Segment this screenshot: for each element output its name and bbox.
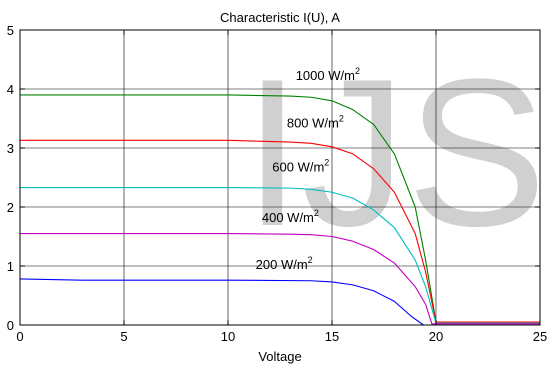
y-tick-label-3: 3 — [7, 141, 14, 156]
chart-title: Characteristic I(U), A — [220, 10, 340, 25]
x-ticks: 0 5 10 15 20 25 — [16, 30, 547, 344]
series-label-2: 600 W/m2 — [272, 158, 329, 175]
y-tick-label-4: 4 — [7, 82, 14, 97]
x-tick-label-0: 0 — [16, 329, 23, 344]
series-label-text: 1000 W/m — [296, 68, 355, 83]
series-line-1 — [20, 139, 540, 323]
series-lines — [19, 94, 540, 326]
watermark-text: IJS — [243, 35, 546, 270]
series-line-3 — [20, 233, 540, 325]
series-label-text: 800 W/m — [287, 115, 339, 130]
plot-frame — [19, 29, 541, 326]
y-tick-label-1: 1 — [7, 259, 14, 274]
series-line-4 — [19, 278, 540, 326]
y-ticks: 0 1 2 3 4 5 — [7, 23, 540, 333]
series-line-2 — [20, 186, 540, 324]
series-label-superscript: 2 — [339, 113, 344, 123]
x-axis-label: Voltage — [258, 349, 301, 364]
x-tick-label-2: 10 — [221, 329, 235, 344]
series-label-3: 400 W/m2 — [262, 208, 319, 225]
series-label-text: 200 W/m — [256, 257, 308, 272]
series-label-superscript: 2 — [308, 255, 313, 265]
x-tick-label-1: 5 — [120, 329, 127, 344]
series-label-0: 1000 W/m2 — [296, 66, 360, 83]
y-tick-label-2: 2 — [7, 200, 14, 215]
series-label-text: 600 W/m — [272, 160, 324, 175]
series-label-4: 200 W/m2 — [256, 255, 313, 272]
series-label-superscript: 2 — [355, 66, 360, 76]
series-label-text: 400 W/m — [262, 210, 314, 225]
series-label-superscript: 2 — [324, 158, 329, 168]
watermark: IJS — [243, 35, 546, 270]
grid — [20, 30, 540, 325]
x-tick-label-3: 15 — [325, 329, 339, 344]
y-tick-label-0: 0 — [7, 318, 14, 333]
y-tick-label-5: 5 — [7, 23, 14, 38]
series-line-0 — [20, 94, 540, 323]
series-label-superscript: 2 — [314, 208, 319, 218]
x-tick-label-4: 20 — [429, 329, 443, 344]
x-tick-label-5: 25 — [533, 329, 547, 344]
series-label-1: 800 W/m2 — [287, 113, 344, 130]
